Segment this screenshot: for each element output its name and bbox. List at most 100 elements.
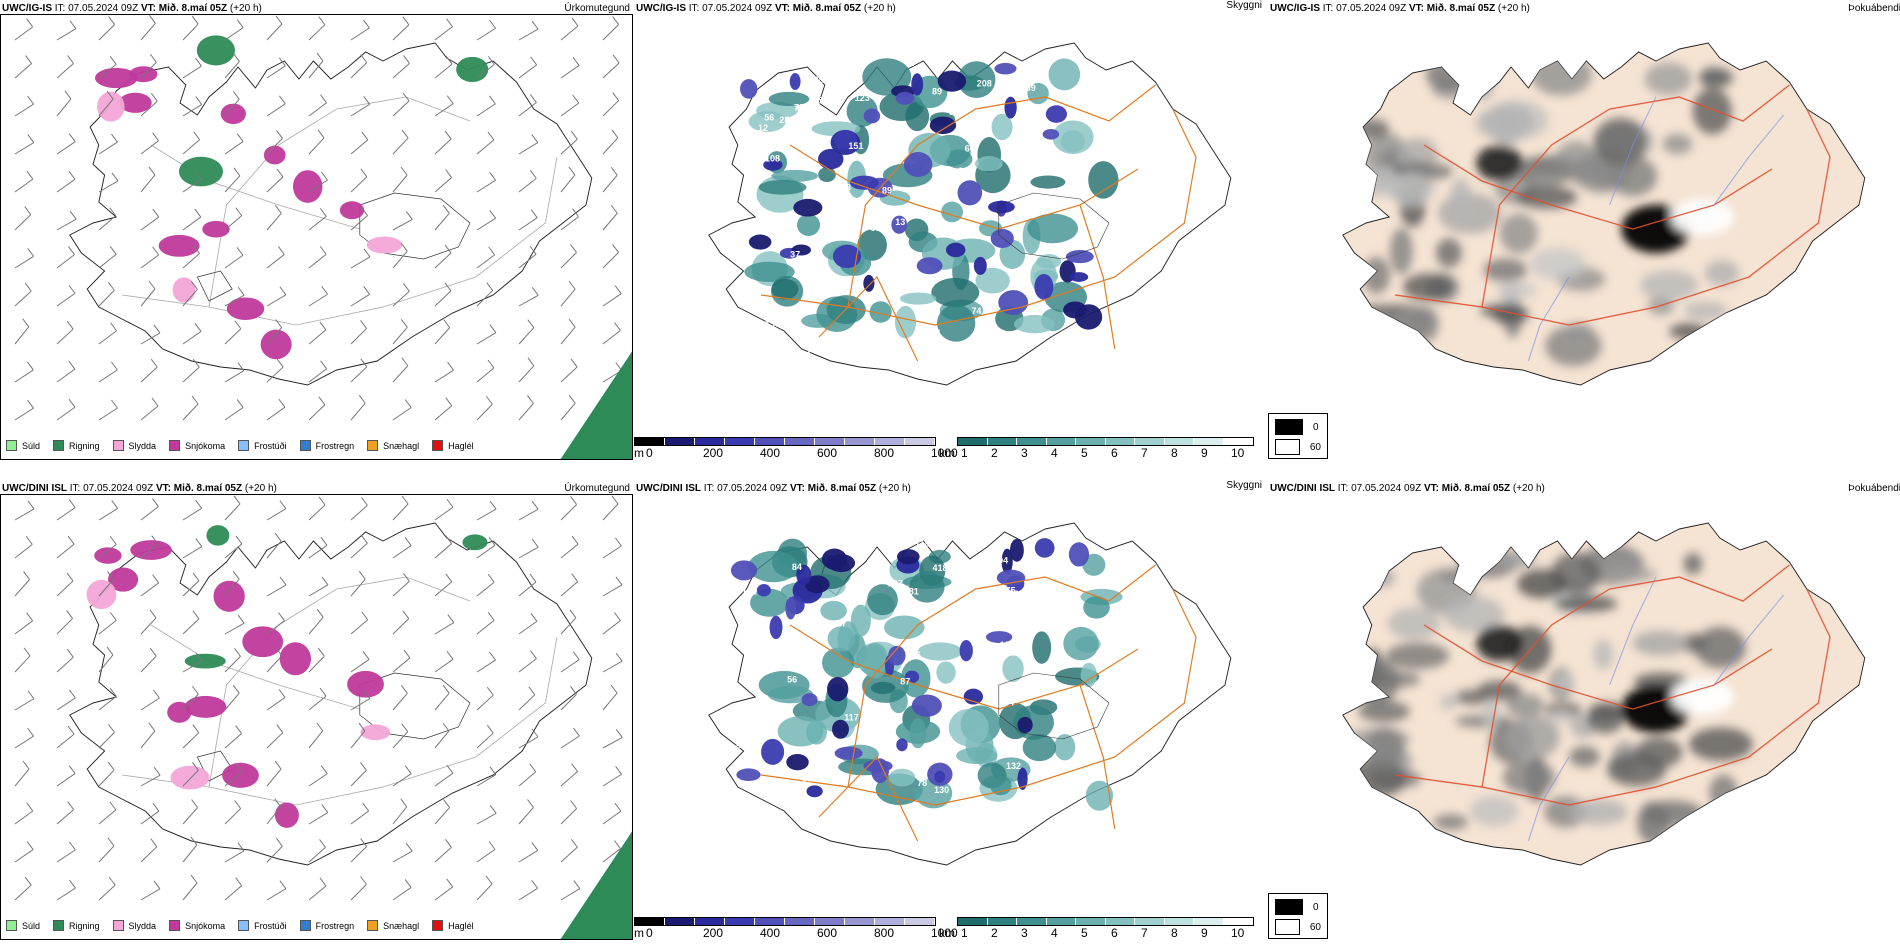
cloud-base-tick: 600: [817, 926, 838, 940]
precip-legend-item: Slydda: [112, 920, 156, 931]
fog-legend-item: 60: [1275, 439, 1321, 455]
cloud-base-value: 118: [915, 538, 930, 548]
cloud-base-tick: 400: [760, 926, 781, 940]
legend-swatch: [367, 440, 379, 451]
fog-legend-swatch: [1275, 439, 1300, 455]
cloud-base-value: 106: [906, 650, 921, 660]
precip-legend-item: Súld: [6, 920, 40, 931]
valid-label: VT:: [1423, 483, 1439, 494]
cloud-base-tick: 200: [703, 926, 724, 940]
cloud-base-value: 151: [848, 141, 863, 151]
fog-legend-swatch: [1275, 899, 1303, 915]
legend-label: Rigning: [69, 920, 100, 931]
visibility-tick: 9: [1201, 926, 1208, 940]
init-label: IT:: [69, 483, 81, 494]
fog-map: [1342, 522, 1866, 866]
precip-legend-item: Frostúði: [238, 440, 287, 451]
cloud-base-value: 64: [952, 832, 962, 842]
cloud-base-value: 57: [858, 343, 868, 353]
coastline: [69, 522, 593, 866]
precip-legend-item: Rigning: [53, 920, 100, 931]
visibility-tick: 2: [991, 926, 998, 940]
legend-label: Frostúði: [254, 440, 287, 451]
legend-label: Haglél: [448, 440, 474, 451]
visibility-tick: 6: [1111, 926, 1118, 940]
visibility-tick: 1: [961, 446, 968, 460]
valid-time: Mið. 8.maí 05Z: [158, 3, 228, 14]
visibility-tick: 3: [1021, 446, 1028, 460]
visibility-tick: 10: [1231, 446, 1245, 460]
visibility-colorbar: km 1 2 3 4 5 6 7 8 9 10: [939, 437, 1254, 461]
wind-barbs: [14, 495, 623, 901]
cloud-base-value: 37: [790, 249, 800, 259]
cloud-base-value: 20: [969, 99, 979, 109]
cloud-base-tick: 0: [646, 926, 653, 940]
valid-time: Mið. 8.maí 05Z: [173, 483, 243, 494]
cloud-base-value: 130: [765, 319, 780, 329]
cloud-base-value: 101: [742, 587, 757, 597]
fog-legend-label: 0: [1313, 901, 1319, 913]
cloud-base-value: 97: [949, 107, 959, 117]
cloud-base-labels: 117 152 94 130 84 96 107 87 82 74 106 55 56 81 64 418 72…: [731, 538, 1021, 841]
cloud-base-value: 104: [993, 556, 1008, 566]
valid-label: VT:: [789, 483, 805, 494]
model-name: UWC/DINI ISL: [1270, 483, 1335, 494]
init-time: 07.05.2024 09Z: [83, 483, 154, 494]
init-time: 07.05.2024 09Z: [1351, 483, 1422, 494]
cloud-base-value: 108: [765, 153, 780, 163]
valid-time: Mið. 8.maí 05Z: [1441, 483, 1511, 494]
legend-swatch: [432, 440, 444, 451]
cloud-base-value: 77: [906, 58, 916, 68]
legend-swatch: [169, 920, 181, 931]
visibility-tick: 4: [1051, 446, 1058, 460]
visibility-tick: 8: [1171, 926, 1178, 940]
visibility-title: Skyggni: [1226, 0, 1262, 11]
cloud-base-colorbar: m 0 200 400 600 800 1000: [634, 437, 958, 461]
cloud-base-value: 96: [990, 814, 1000, 824]
cloud-base-value: 132: [1006, 761, 1021, 771]
legend-swatch: [169, 440, 181, 451]
panel-title: UWC/DINI ISL IT: 07.05.2024 09Z VT: Mið.…: [2, 483, 277, 494]
cloud-base-value: 56: [787, 674, 797, 684]
visibility-tick: 1: [961, 926, 968, 940]
panel-title: UWC/IG-IS IT: 07.05.2024 09Z VT: Mið. 8.…: [2, 3, 262, 14]
fog-index-panel: UWC/DINI ISL IT: 07.05.2024 09Z VT: Mið.…: [1268, 480, 1900, 945]
legend-swatch: [238, 440, 250, 451]
visibility-tick: 7: [1141, 446, 1148, 460]
init-label: IT:: [1337, 483, 1349, 494]
precip-legend-item: Haglél: [432, 440, 474, 451]
cloud-map: 188 66 90 12 20 130 74 65 89 97 91 64 37 108 38 13 391 51…: [708, 42, 1232, 386]
valid-time: Mið. 8.maí 05Z: [807, 483, 877, 494]
visibility-unit: km: [939, 446, 955, 460]
init-time: 07.05.2024 09Z: [68, 3, 139, 14]
visibility-bar: [957, 437, 1254, 446]
cloud-base-value: 123: [855, 93, 870, 103]
cloud-base-value: 28: [779, 115, 789, 125]
visibility-title: Skyggni: [1226, 480, 1262, 491]
visibility-tick: 9: [1201, 446, 1208, 460]
cloud-base-value: 78: [917, 778, 927, 788]
cloud-base-tick: 200: [703, 446, 724, 460]
valid-label: VT:: [155, 483, 171, 494]
cloud-base-tick: 1000: [931, 446, 958, 460]
valid-label: VT:: [774, 3, 790, 14]
cloud-base-value: 74: [806, 817, 816, 827]
precip-type-panel: UWC/IG-IS IT: 07.05.2024 09Z VT: Mið. 8.…: [0, 0, 634, 465]
cloud-base-value: 14: [903, 256, 913, 266]
precip-legend-item: Snæhagl: [367, 920, 419, 931]
precip-type-title: Úrkomutegund: [564, 3, 630, 14]
cloud-base-value: 87: [900, 676, 910, 686]
legend-swatch: [367, 920, 379, 931]
precip-legend-item: Haglél: [432, 920, 474, 931]
precip-legend-item: Slydda: [112, 440, 156, 451]
cloud-base-labels: 188 66 90 12 20 130 74 65 89 97 91 64 37 108 38 13 391 51…: [758, 58, 1036, 360]
cloud-base-value: 38: [858, 337, 868, 347]
cloud-base-value: 84: [792, 562, 802, 572]
cloud-base-tick: 600: [817, 446, 838, 460]
legend-swatch: [6, 920, 17, 931]
precip-legend-item: Snæhagl: [367, 440, 419, 451]
cloud-base-value: 90: [928, 342, 938, 352]
legend-swatch: [432, 920, 444, 931]
cloud-base-value: 101: [926, 328, 941, 338]
cloud-base-value: 13: [895, 217, 905, 227]
